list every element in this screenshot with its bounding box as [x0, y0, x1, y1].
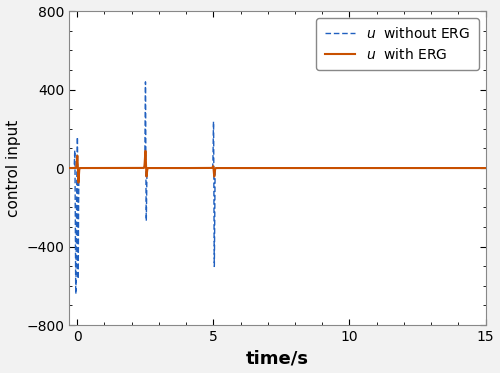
Line: $u$  with ERG: $u$ with ERG	[69, 151, 486, 183]
Legend: $u$  without ERG, $u$  with ERG: $u$ without ERG, $u$ with ERG	[316, 18, 478, 70]
$u$  with ERG	[482, 166, 488, 170]
$u$  with ERG	[268, 166, 274, 170]
$u$  without ERG	[66, 166, 72, 170]
$u$  without ERG	[482, 166, 488, 170]
Y-axis label: control input: control input	[6, 119, 20, 217]
$u$  without ERG	[268, 166, 274, 170]
$u$  without ERG	[106, 166, 112, 170]
$u$  without ERG	[181, 166, 187, 170]
$u$  with ERG	[106, 166, 112, 170]
$u$  with ERG	[76, 181, 82, 185]
$u$  without ERG	[210, 129, 216, 134]
$u$  with ERG	[66, 166, 72, 170]
$u$  with ERG	[454, 166, 460, 170]
$u$  without ERG	[142, 79, 148, 84]
$u$  without ERG	[454, 166, 460, 170]
$u$  without ERG	[73, 292, 79, 296]
$u$  with ERG	[181, 166, 187, 170]
$u$  with ERG	[82, 166, 88, 170]
$u$  with ERG	[210, 167, 216, 172]
Line: $u$  without ERG: $u$ without ERG	[69, 82, 486, 294]
$u$  with ERG	[142, 148, 148, 153]
X-axis label: time/s: time/s	[246, 350, 309, 367]
$u$  without ERG	[82, 166, 88, 170]
